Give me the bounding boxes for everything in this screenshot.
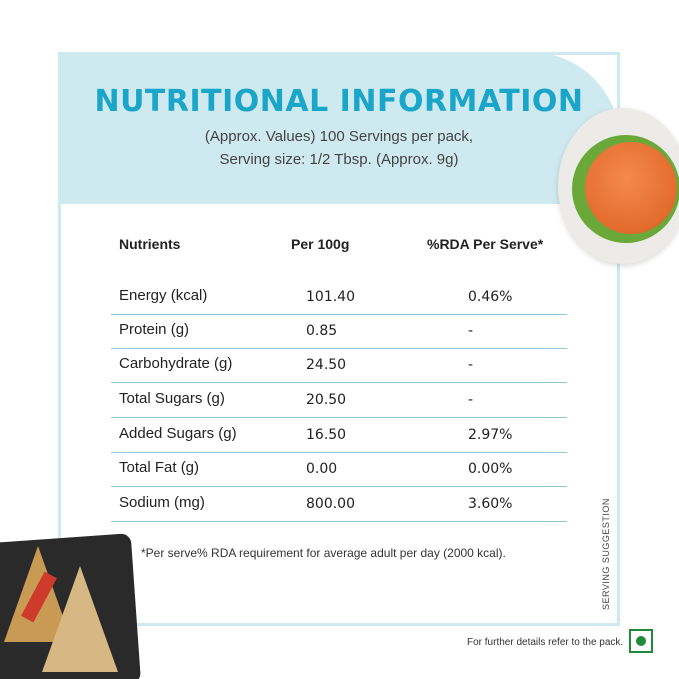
table-row: Sodium (mg) 800.00 3.60% bbox=[111, 488, 567, 522]
page-title: NUTRITIONAL INFORMATION bbox=[94, 84, 584, 119]
row-divider bbox=[111, 381, 567, 383]
row-divider bbox=[111, 485, 567, 487]
row-divider bbox=[111, 416, 567, 418]
table-row: Added Sugars (g) 16.50 2.97% bbox=[111, 419, 567, 453]
veg-dot bbox=[636, 636, 646, 646]
table-row: Protein (g) 0.85 - bbox=[111, 315, 567, 349]
table-row: Total Sugars (g) 20.50 - bbox=[111, 384, 567, 418]
pack-note: For further details refer to the pack. bbox=[467, 637, 624, 648]
per-100g-value: 24.50 bbox=[306, 357, 347, 373]
subtitle-serving-size: Serving size: 1/2 Tbsp. (Approx. 9g) bbox=[219, 151, 459, 168]
row-divider bbox=[111, 347, 567, 349]
header-band bbox=[58, 52, 620, 204]
per-100g-value: 0.85 bbox=[306, 323, 338, 339]
per-100g-value: 0.00 bbox=[306, 461, 338, 477]
rda-value: 2.97% bbox=[468, 427, 513, 443]
per-100g-value: 800.00 bbox=[306, 496, 355, 512]
nutrient-name: Protein (g) bbox=[119, 321, 190, 338]
nutrient-name: Sodium (mg) bbox=[119, 494, 205, 511]
column-header-per-100g: Per 100g bbox=[291, 236, 350, 252]
nutrient-name: Carbohydrate (g) bbox=[119, 355, 233, 372]
rda-value: - bbox=[468, 323, 474, 339]
sandwich-slice-shape bbox=[42, 566, 118, 672]
rda-footnote: *Per serve% RDA requirement for average … bbox=[141, 546, 506, 560]
per-100g-value: 101.40 bbox=[306, 289, 355, 305]
row-divider bbox=[111, 520, 567, 522]
row-divider bbox=[111, 313, 567, 315]
row-divider bbox=[111, 451, 567, 453]
table-row: Total Fat (g) 0.00 0.00% bbox=[111, 453, 567, 487]
subtitle-servings: (Approx. Values) 100 Servings per pack, bbox=[204, 128, 474, 145]
nutrient-name: Total Sugars (g) bbox=[119, 390, 225, 407]
serving-suggestion-label: SERVING SUGGESTION bbox=[601, 498, 611, 610]
table-row: Carbohydrate (g) 24.50 - bbox=[111, 349, 567, 383]
bun-shape bbox=[585, 142, 677, 234]
rda-value: 3.60% bbox=[468, 496, 513, 512]
column-header-rda: %RDA Per Serve* bbox=[427, 236, 544, 252]
nutrient-name: Total Fat (g) bbox=[119, 459, 200, 476]
rda-value: 0.46% bbox=[468, 289, 513, 305]
veg-symbol-icon bbox=[629, 629, 653, 653]
rda-value: 0.00% bbox=[468, 461, 513, 477]
rda-value: - bbox=[468, 392, 474, 408]
per-100g-value: 16.50 bbox=[306, 427, 347, 443]
rda-value: - bbox=[468, 357, 474, 373]
per-100g-value: 20.50 bbox=[306, 392, 347, 408]
nutrient-name: Energy (kcal) bbox=[119, 287, 208, 304]
table-row: Energy (kcal) 101.40 0.46% bbox=[111, 281, 567, 315]
column-header-nutrients: Nutrients bbox=[119, 236, 181, 252]
nutrient-name: Added Sugars (g) bbox=[119, 425, 237, 442]
